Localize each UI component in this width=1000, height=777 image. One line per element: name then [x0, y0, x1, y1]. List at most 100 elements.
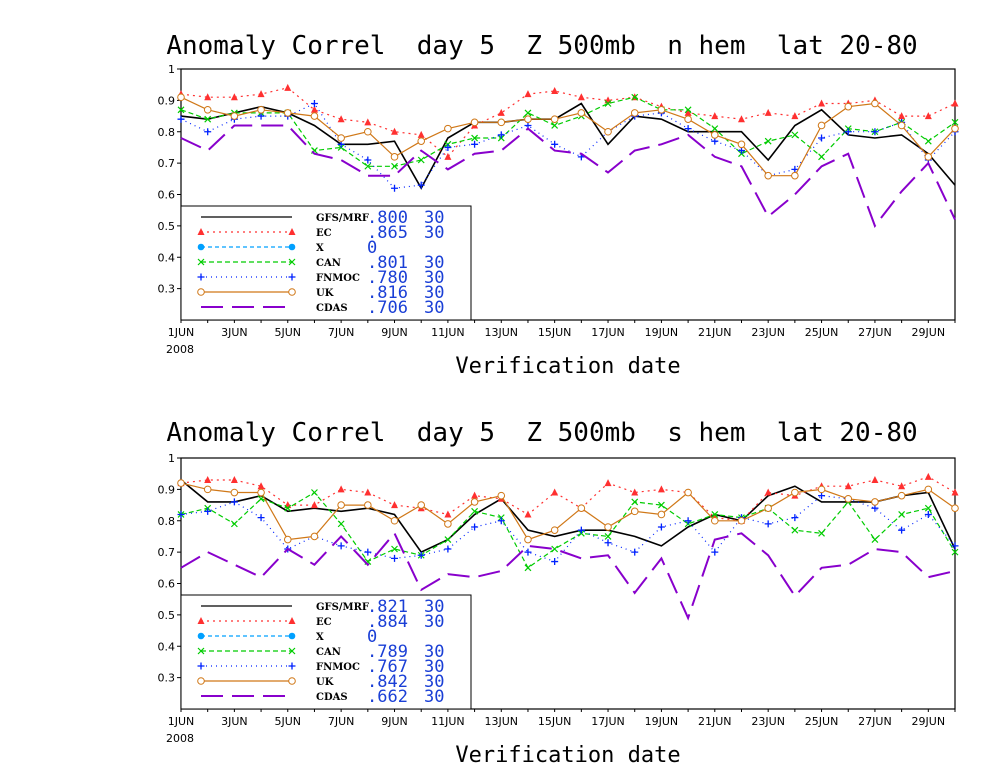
data-point-ec [204, 93, 212, 101]
data-point-can [604, 100, 612, 107]
data-point-uk [497, 491, 506, 500]
legend-name: UK [316, 288, 334, 299]
data-point-uk [417, 137, 426, 145]
data-point-fnmoc [417, 181, 425, 189]
data-point-fnmoc [818, 492, 826, 500]
legend-marker [288, 647, 296, 655]
data-point-fnmoc [337, 140, 345, 148]
data-point-can [284, 504, 292, 512]
data-point-can [711, 125, 719, 133]
data-point-uk [257, 105, 265, 114]
data-point-uk [390, 516, 399, 525]
y-tick-label: 0.9 [158, 94, 176, 107]
data-point-uk [203, 485, 212, 494]
data-point-ec [604, 479, 612, 487]
series-line-cdas [180, 124, 956, 228]
legend-name: EC [316, 228, 332, 239]
x-tick-label: 15JUN [538, 326, 572, 339]
x-tick-label: 27JUN [858, 326, 892, 339]
legend-name: UK [316, 677, 334, 688]
data-point-can [471, 507, 479, 515]
data-point-uk [791, 171, 799, 180]
data-point-fnmoc [204, 507, 212, 515]
data-point-can [177, 106, 185, 114]
legend-count: 30 [424, 298, 444, 318]
legend-box [180, 594, 472, 710]
data-point-uk [230, 488, 239, 497]
data-point-can [391, 162, 398, 170]
x-tick-label: 23JUN [751, 326, 785, 339]
legend-name: X [316, 632, 324, 643]
x-tick-label: 5JUN [274, 715, 301, 728]
y-tick-label: 0.3 [158, 283, 176, 296]
data-point-fnmoc [764, 520, 772, 528]
data-point-ec [417, 130, 425, 138]
data-point-fnmoc [444, 545, 452, 553]
data-point-ec [444, 152, 452, 160]
data-point-ec [310, 105, 318, 113]
data-point-ec [924, 472, 932, 480]
data-point-uk [310, 112, 319, 120]
data-point-ec [898, 112, 906, 120]
x-tick-label: 13JUN [485, 715, 519, 728]
x-tick-label: 5JUN [274, 326, 301, 339]
series-line-uk [180, 482, 956, 541]
legend-score: .662 [367, 687, 408, 707]
data-point-ec [898, 482, 906, 490]
data-point-fnmoc [684, 125, 692, 133]
y-tick-label: 0.4 [158, 640, 176, 653]
x-tick-label: 19JUN [645, 326, 679, 339]
data-point-can [631, 498, 639, 506]
data-point-fnmoc [951, 542, 959, 550]
data-point-can [924, 504, 932, 512]
data-point-fnmoc [898, 526, 906, 534]
data-point-can [631, 93, 639, 101]
data-point-ec [684, 108, 692, 116]
legend-box [180, 205, 472, 321]
data-point-fnmoc [471, 140, 479, 148]
legend-marker [288, 258, 296, 266]
data-point-can [551, 122, 559, 129]
y-tick-label: 0.6 [158, 189, 176, 202]
legend-marker [197, 288, 205, 296]
legend-name: EC [316, 617, 332, 628]
data-point-ec [524, 90, 532, 98]
legend-marker [197, 647, 205, 655]
data-point-ec [764, 108, 772, 116]
data-point-fnmoc [471, 523, 479, 531]
data-point-ec [551, 488, 559, 496]
legend-marker [197, 258, 205, 266]
x-axis-label: Verification date [455, 354, 680, 379]
data-point-ec [364, 488, 372, 496]
data-point-uk [417, 501, 426, 509]
x-tick-label: 27JUN [858, 715, 892, 728]
data-point-uk [203, 105, 212, 114]
x-tick-label: 11JUN [431, 715, 465, 728]
data-point-can [311, 489, 318, 496]
data-point-ec [230, 475, 238, 483]
data-point-uk [310, 532, 319, 541]
legend-score: .884 [367, 612, 408, 632]
series-gfs-mrf [180, 102, 956, 190]
data-point-fnmoc [577, 526, 585, 534]
data-point-fnmoc [310, 100, 318, 108]
series-line-ec [180, 476, 956, 522]
data-point-can [604, 533, 612, 540]
data-point-uk [444, 124, 452, 133]
chart-title: Anomaly Correl day 5 Z 500mb n hem lat 2… [166, 31, 917, 61]
series-uk [177, 93, 959, 180]
x-tick-label: 7JUN [328, 715, 355, 728]
x-tick-label: 9JUN [381, 326, 408, 339]
data-point-fnmoc [684, 517, 692, 525]
legend-entry-can: CAN .801 30 [197, 253, 444, 273]
legend-score: .821 [367, 597, 408, 617]
y-tick-label: 0.9 [158, 483, 176, 496]
data-point-can [230, 520, 238, 528]
x-tick-label: 29JUN [912, 326, 946, 339]
data-point-can [364, 162, 372, 170]
legend-marker [288, 243, 296, 251]
data-point-uk [737, 140, 746, 149]
data-point-ec [657, 485, 665, 493]
legend-marker [197, 243, 205, 251]
data-point-fnmoc [257, 112, 265, 120]
